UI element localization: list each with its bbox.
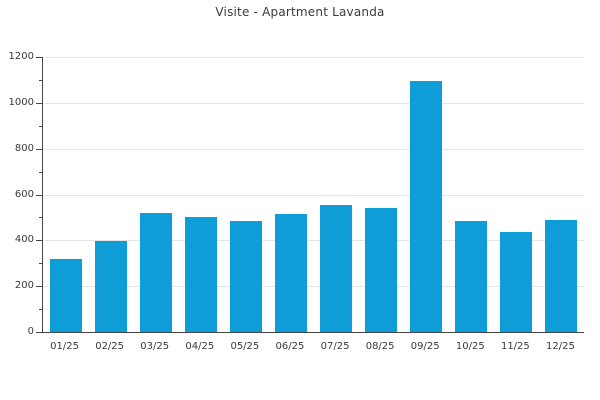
bar (320, 204, 353, 332)
y-minor-tick (39, 171, 42, 173)
gridline (43, 240, 584, 242)
y-major-tick (36, 57, 42, 58)
bar (94, 241, 127, 332)
x-tick-label: 05/25 (230, 341, 260, 352)
bar (184, 217, 217, 332)
x-tick-label: 08/25 (365, 341, 395, 352)
bar (274, 213, 307, 332)
plot-area (42, 57, 584, 333)
gridline (43, 57, 584, 58)
bar (139, 212, 172, 332)
gridline (43, 148, 584, 150)
y-minor-tick (39, 125, 42, 127)
chart-title: Visite - Apartment Lavanda (215, 5, 385, 19)
x-tick-label: 03/25 (140, 341, 170, 352)
x-tick-label: 12/25 (546, 341, 575, 352)
gridline (43, 286, 584, 288)
x-tick-label: 10/25 (455, 341, 485, 352)
bar (49, 258, 82, 332)
gridline (43, 194, 584, 196)
gridline (43, 102, 584, 104)
y-major-tick (36, 332, 42, 333)
y-major-tick (36, 194, 42, 196)
bar (410, 81, 443, 332)
y-tick-label: 200 (14, 280, 34, 292)
x-tick-label: 02/25 (95, 341, 125, 352)
x-tick-label: 04/25 (185, 341, 215, 352)
y-tick-label: 1000 (8, 96, 34, 108)
y-tick-label: 800 (14, 142, 34, 154)
y-minor-tick (39, 309, 42, 311)
x-tick-label: 09/25 (410, 341, 440, 352)
y-major-tick (36, 286, 42, 288)
x-tick-label: 11/25 (500, 341, 530, 352)
y-tick-label: 600 (14, 188, 34, 200)
x-tick-label: 06/25 (275, 341, 305, 352)
x-tick-label: 01/25 (50, 341, 79, 352)
y-major-tick (36, 102, 42, 104)
y-minor-tick (39, 79, 42, 81)
bar (545, 219, 578, 332)
bar (500, 232, 533, 332)
y-minor-tick (39, 217, 42, 219)
x-tick-label: 07/25 (320, 341, 350, 352)
y-minor-tick (39, 263, 42, 265)
bar (455, 220, 488, 332)
bar (229, 220, 262, 332)
y-tick-label: 1200 (8, 51, 34, 62)
y-tick-label: 400 (14, 234, 34, 246)
y-major-tick (36, 148, 42, 150)
bar (365, 208, 398, 332)
y-major-tick (36, 240, 42, 242)
y-tick-label: 0 (27, 326, 34, 337)
